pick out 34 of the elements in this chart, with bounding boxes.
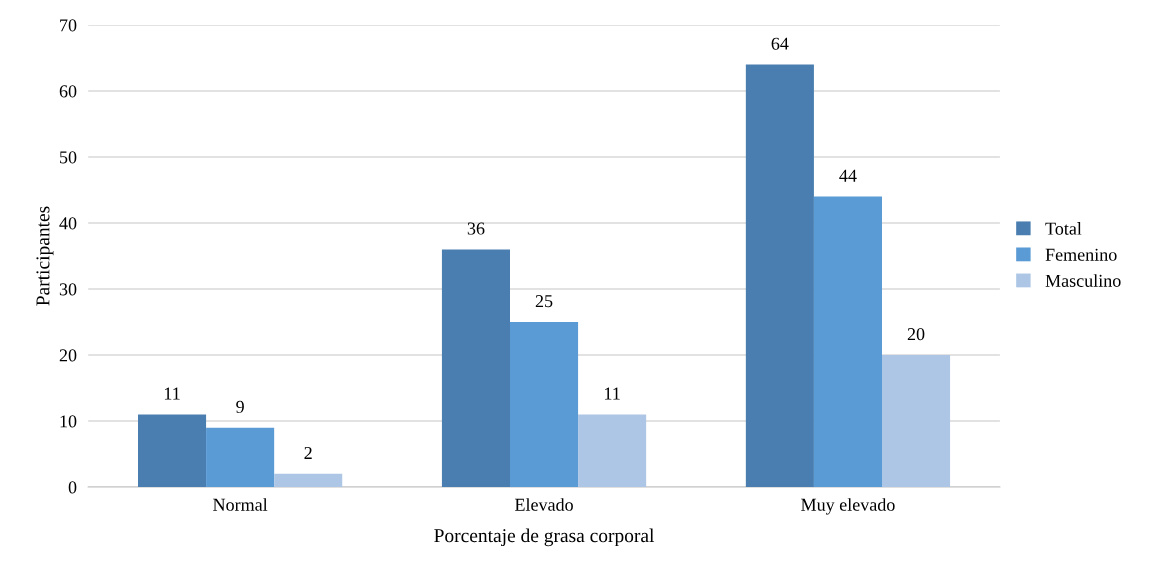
y-tick-label: 60 bbox=[59, 85, 77, 98]
y-tick-label: 10 bbox=[60, 415, 77, 428]
y-tick-label: 70 bbox=[60, 19, 77, 32]
bar bbox=[882, 355, 951, 488]
data-label: 25 bbox=[535, 295, 553, 308]
data-label: 20 bbox=[907, 328, 925, 341]
y-tick-label: 30 bbox=[59, 283, 77, 296]
data-label: 11 bbox=[605, 387, 620, 400]
y-tick-label: 0 bbox=[68, 481, 77, 494]
bar bbox=[138, 414, 207, 488]
bar bbox=[745, 64, 814, 488]
data-label: 2 bbox=[304, 446, 312, 459]
bar bbox=[274, 473, 343, 488]
y-axis-title: Participantes bbox=[36, 206, 54, 306]
x-axis-title: Porcentaje de grasa corporal bbox=[434, 528, 655, 547]
y-tick-label: 40 bbox=[59, 217, 77, 230]
x-tick-label: Muy elevado bbox=[801, 498, 895, 515]
legend-label: Total bbox=[1045, 222, 1082, 235]
legend-label: Masculino bbox=[1045, 274, 1121, 287]
data-label: 9 bbox=[236, 400, 244, 413]
bar bbox=[578, 414, 647, 488]
bar bbox=[813, 196, 882, 488]
x-tick-label: Normal bbox=[213, 498, 268, 511]
legend-label: Femenino bbox=[1045, 248, 1117, 261]
x-tick-label: Elevado bbox=[514, 498, 573, 511]
bar bbox=[510, 322, 579, 488]
data-label: 64 bbox=[771, 37, 789, 50]
data-label: 44 bbox=[839, 169, 857, 182]
bar bbox=[206, 427, 275, 488]
bar bbox=[441, 249, 510, 488]
data-label: 11 bbox=[164, 387, 180, 400]
data-label: 36 bbox=[467, 222, 485, 235]
y-tick-label: 50 bbox=[60, 151, 77, 164]
y-tick-label: 20 bbox=[59, 349, 77, 362]
